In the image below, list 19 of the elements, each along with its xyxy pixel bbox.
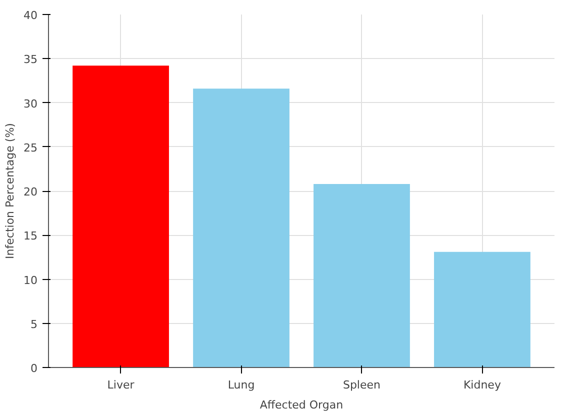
y-tick-label: 30 bbox=[24, 97, 38, 110]
y-tick-label: 35 bbox=[24, 53, 38, 66]
bar bbox=[193, 88, 290, 368]
bar bbox=[434, 252, 530, 368]
y-axis-title: Infection Percentage (%) bbox=[4, 123, 17, 259]
x-axis-title: Affected Organ bbox=[260, 398, 344, 412]
x-tick-label: Spleen bbox=[342, 378, 381, 392]
x-tick-label: Liver bbox=[107, 378, 135, 392]
y-tick-label: 15 bbox=[24, 230, 38, 243]
y-tick-label: 25 bbox=[24, 141, 38, 154]
x-tick-label: Kidney bbox=[463, 378, 502, 392]
y-tick-label: 5 bbox=[30, 318, 38, 331]
y-tick-label: 0 bbox=[30, 362, 38, 375]
y-tick-label: 10 bbox=[24, 274, 38, 287]
y-tick-label: 40 bbox=[24, 9, 38, 22]
bar bbox=[72, 66, 169, 368]
y-tick-label: 20 bbox=[24, 186, 38, 198]
bar bbox=[314, 184, 410, 368]
x-tick-label: Lung bbox=[228, 378, 255, 392]
